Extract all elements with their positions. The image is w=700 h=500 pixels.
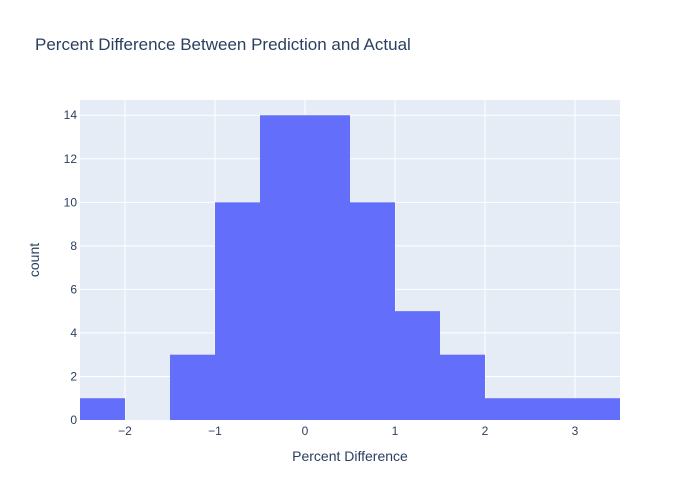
histogram-bar [530,398,575,420]
x-tick-label: 2 [482,424,489,438]
x-tick-label: 1 [392,424,399,438]
y-axis-label: count [26,243,42,277]
histogram-bar [485,398,530,420]
histogram-bar [260,115,305,420]
histogram-bar [350,202,395,420]
y-axis-ticks: 0 2 4 6 8 10 12 14 [64,108,78,427]
histogram-bar [440,354,485,420]
x-tick-label: −2 [118,424,132,438]
x-tick-label: 3 [572,424,579,438]
histogram-bar [395,311,440,420]
x-tick-label: −1 [208,424,222,438]
histogram-bar [170,354,215,420]
histogram-bar [80,398,125,420]
histogram-bars [80,115,620,420]
y-tick-label: 2 [70,369,77,383]
y-tick-label: 8 [70,239,77,253]
histogram-bar [215,202,260,420]
x-tick-label: 0 [302,424,309,438]
chart-title: Percent Difference Between Prediction an… [35,35,411,54]
y-tick-label: 0 [70,413,77,427]
y-tick-label: 6 [70,282,77,296]
x-axis-label: Percent Difference [292,448,408,464]
histogram-bar [575,398,620,420]
y-tick-label: 10 [64,195,78,209]
y-tick-label: 14 [64,108,78,122]
histogram-bar [305,115,350,420]
y-tick-label: 12 [64,152,78,166]
y-tick-label: 4 [70,326,77,340]
x-axis-ticks: −2 −1 0 1 2 3 [118,424,579,438]
